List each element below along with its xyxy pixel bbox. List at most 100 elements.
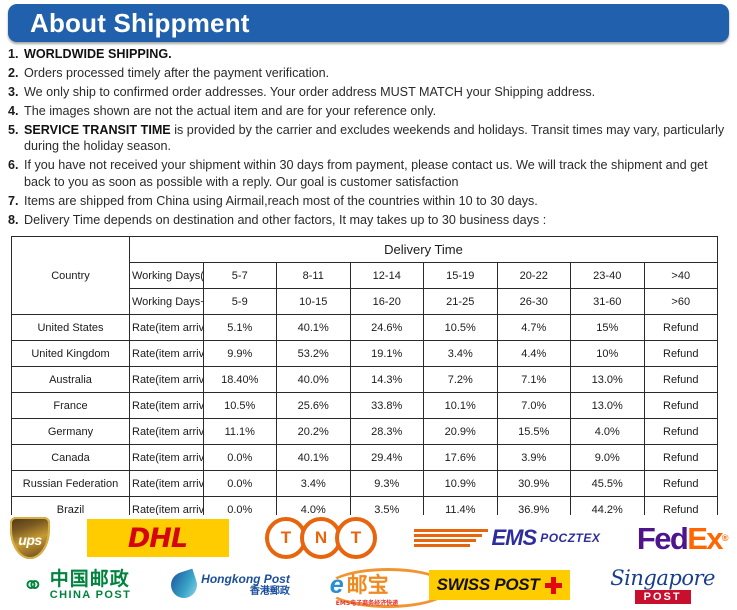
shipping-term-text: We only ship to confirmed order addresse… [24,85,596,99]
shipping-term-number: 4. [8,104,19,118]
delivery-range-cell: 8-11 [276,262,351,289]
rate-value-cell: 9.3% [349,470,424,497]
rate-value-cell: 10% [570,340,645,367]
shipping-term-number: 8. [8,212,19,227]
rate-value-cell: Refund [643,418,718,445]
ems-bar [413,529,488,532]
hongkong-post-english-text: Hongkong Post [201,572,290,586]
shipping-term-text: WORLDWIDE SHIPPING. [24,47,172,61]
country-cell: France [11,392,130,419]
swiss-post-logo: SWISS POST [428,570,571,600]
singapore-post-script-text: Singapore [610,565,715,590]
tnt-logo: T N T [265,517,377,559]
rate-value-cell: 25.6% [276,392,351,419]
rate-value-cell: 3.9% [496,444,571,471]
ups-shield-icon: ups [10,517,50,559]
shipping-term-text: Delivery Time depends on destination and… [24,212,547,227]
shipping-term-number: 2. [8,66,19,80]
shipping-term-text: Orders processed timely after the paymen… [24,66,330,80]
rate-value-cell: Refund [643,366,718,393]
delivery-range-cell: 23-40 [570,262,645,289]
swiss-post-logo-box: SWISS POST [428,570,571,600]
country-cell: Canada [11,444,130,471]
shipping-term-item: 3. We only ship to confirmed order addres… [8,84,730,100]
epacket-logo: e 邮宝 EMS电子商务经济快递 [325,567,450,608]
rate-value-cell: 14.3% [349,366,424,393]
rate-label-cell: Rate(item arrived) [129,392,204,419]
rate-label-cell: Rate(item arrived) [129,418,204,445]
shipping-term-text: The images shown are not the actual item… [24,104,437,118]
rate-value-cell: Refund [643,444,718,471]
delivery-range-cell: 20-22 [496,262,571,289]
rate-value-cell: 3.4% [423,340,498,367]
table-header-row-delivery: Country Delivery Time [11,236,718,315]
shipping-term-text: Items are shipped from China using Airma… [24,193,538,208]
rate-value-cell: 4.7% [496,314,571,341]
rate-value-cell: 53.2% [276,340,351,367]
carrier-logo-row-secondary: ⚭ 中国邮政 CHINA POST Hongkong Post 香港郵政 e 邮… [0,562,737,608]
rate-value-cell: 19.1% [349,340,424,367]
rate-value-cell: Refund [643,314,718,341]
rate-value-cell: 5.1% [202,314,277,341]
working-days-label-cell: Working Days(not including holiday) [129,262,204,289]
rate-value-cell: 20.9% [423,418,498,445]
country-cell: United States [11,314,130,341]
rate-value-cell: 17.6% [423,444,498,471]
ems-bars-icon [413,529,488,547]
rate-label-cell: Rate(item arrived) [129,444,204,471]
rate-value-cell: 40.0% [276,366,351,393]
swiss-post-text: SWISS POST [436,575,540,594]
shipping-term-number: 6. [8,158,19,173]
rate-value-cell: 10.1% [423,392,498,419]
rate-value-cell: 10.9% [423,470,498,497]
shipping-term-item: 8. Delivery Time depends on destination a… [8,212,730,228]
shipping-term-text: SERVICE TRANSIT TIME is provided by the … [24,123,725,154]
rate-label-cell: Rate(item arrived) [129,470,204,497]
table-band-row: Working Days(not including holiday)5-78-… [12,262,718,289]
rate-value-cell: 15.5% [496,418,571,445]
rate-value-cell: Refund [643,470,718,497]
ems-bar [413,544,470,547]
hongkong-post-swoosh-icon [167,568,201,602]
fedex-logo: Fed Ex ® [637,523,729,554]
rate-value-cell: 9.9% [202,340,277,367]
about-shippment-banner: About Shippment [8,4,729,42]
shipping-term-item: 6. If you have not received your shipment… [8,157,730,190]
rate-value-cell: 7.1% [496,366,571,393]
shipping-terms-list: 1. WORLDWIDE SHIPPING. 2. Orders processed … [8,46,730,231]
china-post-text-block: 中国邮政 CHINA POST [50,569,131,601]
delivery-time-header-cell: Delivery Time [129,236,718,263]
rate-value-cell: 40.1% [276,314,351,341]
rate-value-cell: 20.2% [276,418,351,445]
tnt-letter-3: T [335,517,377,559]
rate-value-cell: 28.3% [349,418,424,445]
rate-value-cell: 30.9% [496,470,571,497]
shipping-term-item: 7. Items are shipped from China using Air… [8,193,730,209]
swiss-cross-icon [545,576,563,594]
shipping-term-text: If you have not received your shipment w… [24,158,708,189]
delivery-time-table: Country Delivery Time Working Days(not i… [11,236,718,523]
shipping-term-number: 1. [8,47,19,61]
country-cell: Russian Federation [11,470,130,497]
rate-label-cell: Rate(item arrived) [129,314,204,341]
china-post-chinese-text: 中国邮政 [49,568,130,590]
delivery-range-cell: 5-7 [202,262,277,289]
singapore-post-badge-text: POST [634,589,691,604]
shipping-term-number: 7. [8,193,19,208]
country-header-cell: Country [11,236,130,315]
working-days-label-cell: Working Days+ Saturday+ Sunday [129,288,204,315]
rate-value-cell: 0.0% [202,444,277,471]
shipping-term-item: 2. Orders processed timely after the paym… [8,65,730,81]
pocztex-logo-text: POCZTEX [540,531,601,545]
rate-value-cell: 13.0% [570,366,645,393]
ups-logo: ups [10,517,50,559]
ems-logo-text: EMS [491,525,538,550]
epacket-e-text: e [329,570,344,599]
rate-value-cell: 18.40% [202,366,277,393]
